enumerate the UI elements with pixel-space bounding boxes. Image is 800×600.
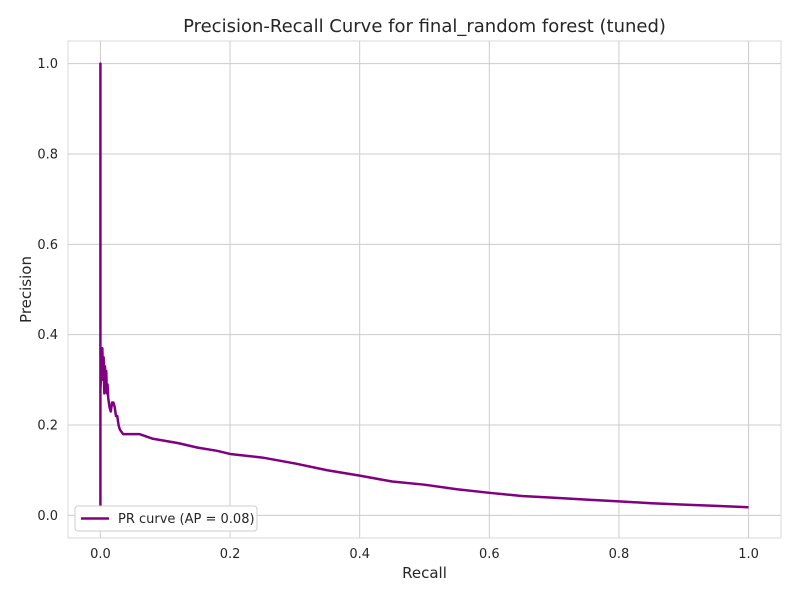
x-tick-label: 0.6 <box>479 547 500 562</box>
y-tick-label: 0.2 <box>37 419 58 434</box>
legend-box <box>74 505 258 532</box>
y-axis-label: Precision <box>17 256 35 323</box>
y-tick-label: 1.0 <box>37 57 58 72</box>
legend: PR curve (AP = 0.08) <box>74 505 258 532</box>
y-tick-label: 0.0 <box>37 509 58 524</box>
x-axis-label: Recall <box>402 564 447 582</box>
legend-label: PR curve (AP = 0.08) <box>118 512 255 527</box>
x-tick-label: 0.2 <box>220 547 241 562</box>
x-tick-label: 1.0 <box>738 547 759 562</box>
series-layer <box>99 62 749 517</box>
y-tick-label: 0.8 <box>37 147 58 162</box>
plot-area <box>67 40 782 539</box>
chart-title: Precision-Recall Curve for final_random … <box>183 16 666 37</box>
y-tick-label: 0.4 <box>37 328 58 343</box>
x-tick-label: 0.4 <box>349 547 370 562</box>
pr-curve-line <box>99 62 749 517</box>
tick-labels: 0.0 0.2 0.4 0.6 0.8 1.0 0.0 0.2 0.4 0.6 0.8 1.0 <box>37 57 759 562</box>
x-tick-label: 0.8 <box>609 547 630 562</box>
y-tick-label: 0.6 <box>37 238 58 253</box>
x-tick-label: 0.0 <box>90 547 111 562</box>
